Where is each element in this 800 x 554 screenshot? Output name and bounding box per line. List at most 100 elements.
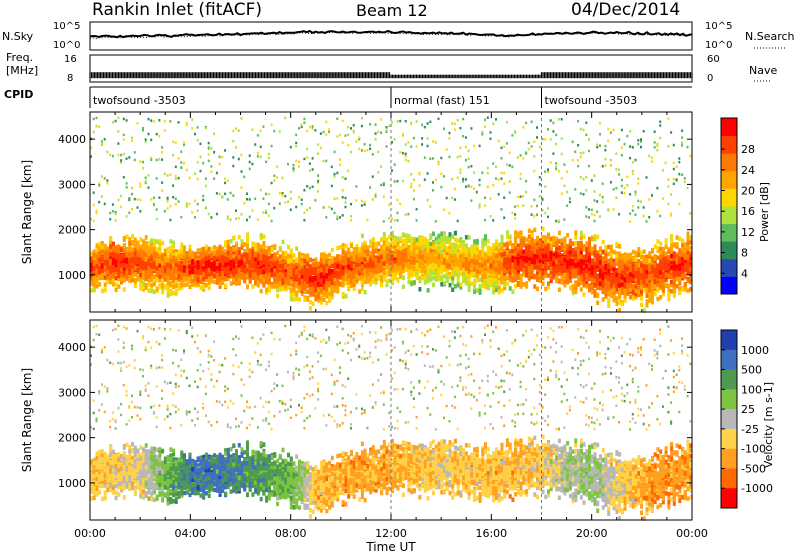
range-time-cell xyxy=(251,241,255,247)
range-time-cell xyxy=(273,252,277,257)
range-time-cell xyxy=(183,268,186,273)
range-time-cell xyxy=(103,282,107,287)
range-time-cell xyxy=(311,267,315,272)
range-time-cell xyxy=(185,202,188,205)
range-time-cell xyxy=(100,275,104,280)
noise-right-tick-top: 10^5 xyxy=(705,21,732,32)
range-time-cell xyxy=(133,251,137,256)
range-time-cell xyxy=(183,282,186,288)
range-time-cell xyxy=(328,288,332,293)
range-time-cell xyxy=(199,169,202,173)
range-time-cell xyxy=(262,258,266,263)
range-time-cell xyxy=(303,264,307,269)
range-time-cell xyxy=(303,281,307,286)
range-time-cell xyxy=(95,263,99,269)
range-time-cell xyxy=(210,252,214,257)
range-time-cell xyxy=(131,234,134,239)
range-time-cell xyxy=(185,268,189,273)
range-time-cell xyxy=(109,217,112,221)
range-time-cell xyxy=(204,283,208,288)
range-time-cell xyxy=(254,274,258,280)
range-time-cell xyxy=(122,263,126,268)
range-time-cell xyxy=(177,156,180,160)
range-time-cell xyxy=(259,129,262,133)
range-time-cell xyxy=(215,261,219,266)
range-time-cell xyxy=(330,288,334,294)
range-time-cell xyxy=(366,269,370,274)
range-time-cell xyxy=(352,270,356,275)
range-time-cell xyxy=(226,265,230,271)
range-time-cell xyxy=(278,276,282,282)
range-time-cell xyxy=(109,237,113,242)
range-time-cell xyxy=(300,291,304,297)
range-time-cell xyxy=(344,134,347,137)
range-time-cell xyxy=(111,259,115,265)
range-time-cell xyxy=(185,123,188,127)
range-time-cell xyxy=(300,268,304,274)
range-time-cell xyxy=(284,272,288,277)
range-time-cell xyxy=(174,165,177,169)
range-time-cell xyxy=(196,273,200,278)
range-time-cell xyxy=(177,256,181,261)
range-time-cell xyxy=(131,186,133,190)
range-time-cell xyxy=(92,130,95,134)
noise-left-tick-bottom: 10^0 xyxy=(53,40,80,51)
range-time-cell xyxy=(120,247,124,252)
range-time-cell xyxy=(344,177,347,180)
range-time-cell xyxy=(122,266,126,272)
range-time-cell xyxy=(210,246,214,252)
range-time-cell xyxy=(273,271,277,277)
range-time-cell xyxy=(215,192,218,195)
range-time-cell xyxy=(125,263,129,268)
range-time-cell xyxy=(393,235,397,241)
range-time-cell xyxy=(336,135,339,138)
range-time-cell xyxy=(194,256,197,261)
range-time-cell xyxy=(248,263,252,268)
range-time-cell xyxy=(218,277,222,282)
range-time-cell xyxy=(207,285,211,291)
range-time-cell xyxy=(317,289,321,294)
range-time-cell xyxy=(369,241,373,247)
range-time-cell xyxy=(243,275,247,281)
range-time-cell xyxy=(125,266,129,272)
range-time-cell xyxy=(199,155,202,159)
range-time-cell xyxy=(287,162,289,166)
range-time-cell xyxy=(163,129,166,132)
range-time-cell xyxy=(139,265,143,270)
range-time-cell xyxy=(177,121,180,124)
range-time-cell xyxy=(317,190,320,193)
range-time-cell xyxy=(117,256,121,261)
range-time-cell xyxy=(229,218,232,221)
range-time-cell xyxy=(391,270,394,275)
range-time-cell xyxy=(360,149,363,152)
range-time-cell xyxy=(235,264,238,269)
range-time-cell xyxy=(276,260,280,265)
range-time-cell xyxy=(142,239,145,244)
range-time-cell xyxy=(147,246,151,251)
range-time-cell xyxy=(284,269,288,274)
range-time-cell xyxy=(276,267,280,273)
range-time-cell xyxy=(133,197,136,201)
range-time-cell xyxy=(270,268,274,273)
range-time-cell xyxy=(322,289,326,295)
range-time-cell xyxy=(196,177,199,181)
range-time-cell xyxy=(350,283,353,288)
range-time-cell xyxy=(391,244,394,249)
range-time-cell xyxy=(166,258,170,263)
range-time-cell xyxy=(363,269,367,274)
range-time-cell xyxy=(229,263,233,268)
range-time-cell xyxy=(163,261,167,267)
range-time-cell xyxy=(166,196,169,200)
frequency-left-label: Freq. xyxy=(6,51,33,64)
range-time-cell xyxy=(166,249,170,255)
range-time-cell xyxy=(355,140,358,143)
range-time-cell xyxy=(177,274,181,279)
range-time-cell xyxy=(391,256,394,261)
range-time-cell xyxy=(388,246,392,251)
range-time-cell xyxy=(172,240,176,246)
range-time-cell xyxy=(232,267,236,273)
range-time-cell xyxy=(100,195,103,198)
range-time-cell xyxy=(163,268,167,273)
range-time-cell xyxy=(330,263,334,268)
range-time-cell xyxy=(251,246,255,252)
